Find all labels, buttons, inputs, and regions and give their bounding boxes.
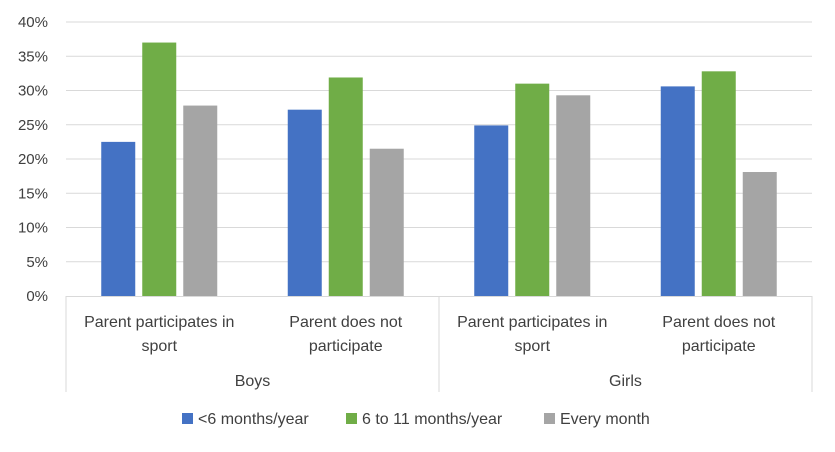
- axes: 0% 5% 10% 15% 20% 25% 30% 35% 40% Parent particip…: [18, 14, 813, 392]
- bar: [701, 71, 736, 296]
- bar: [742, 172, 777, 296]
- legend-swatch: [182, 413, 193, 424]
- bar: [328, 77, 363, 296]
- legend: <6 months/year 6 to 11 months/year Every m…: [182, 411, 650, 428]
- x-category-label: Parent participates in: [84, 314, 234, 331]
- legend-item: Every month: [544, 411, 650, 428]
- y-tick-label: 20%: [18, 151, 48, 168]
- bar: [369, 148, 404, 296]
- bars: [101, 42, 777, 297]
- x-category-label: Parent does not: [289, 314, 403, 331]
- legend-label: <6 months/year: [198, 411, 309, 428]
- bar: [515, 83, 550, 297]
- y-tick-label: 40%: [18, 14, 48, 31]
- gridlines: [66, 21, 812, 263]
- bar: [556, 95, 591, 296]
- legend-label: Every month: [560, 411, 650, 428]
- x-category-label: sport: [514, 338, 550, 355]
- x-group-label: Girls: [609, 373, 642, 390]
- legend-item: <6 months/year: [182, 411, 309, 428]
- legend-label: 6 to 11 months/year: [362, 411, 503, 428]
- x-category-label: sport: [141, 338, 177, 355]
- legend-item: 6 to 11 months/year: [346, 411, 503, 428]
- y-tick-label: 5%: [26, 254, 48, 271]
- bar: [142, 42, 177, 296]
- x-category-label: participate: [682, 338, 756, 355]
- legend-swatch: [346, 413, 357, 424]
- y-tick-label: 30%: [18, 83, 48, 100]
- y-tick-label: 10%: [18, 220, 48, 237]
- bar: [474, 125, 509, 296]
- bar: [101, 141, 136, 296]
- y-tick-label: 35%: [18, 48, 48, 65]
- x-category-label: Parent does not: [662, 314, 776, 331]
- bar: [660, 86, 695, 296]
- bar: [183, 105, 218, 296]
- y-tick-label: 15%: [18, 185, 48, 202]
- x-category-label: participate: [309, 338, 383, 355]
- y-tick-label: 0%: [26, 288, 48, 305]
- x-category-label: Parent participates in: [457, 314, 607, 331]
- bar: [287, 109, 322, 297]
- x-group-label: Boys: [235, 373, 271, 390]
- y-tick-label: 25%: [18, 117, 48, 134]
- legend-swatch: [544, 413, 555, 424]
